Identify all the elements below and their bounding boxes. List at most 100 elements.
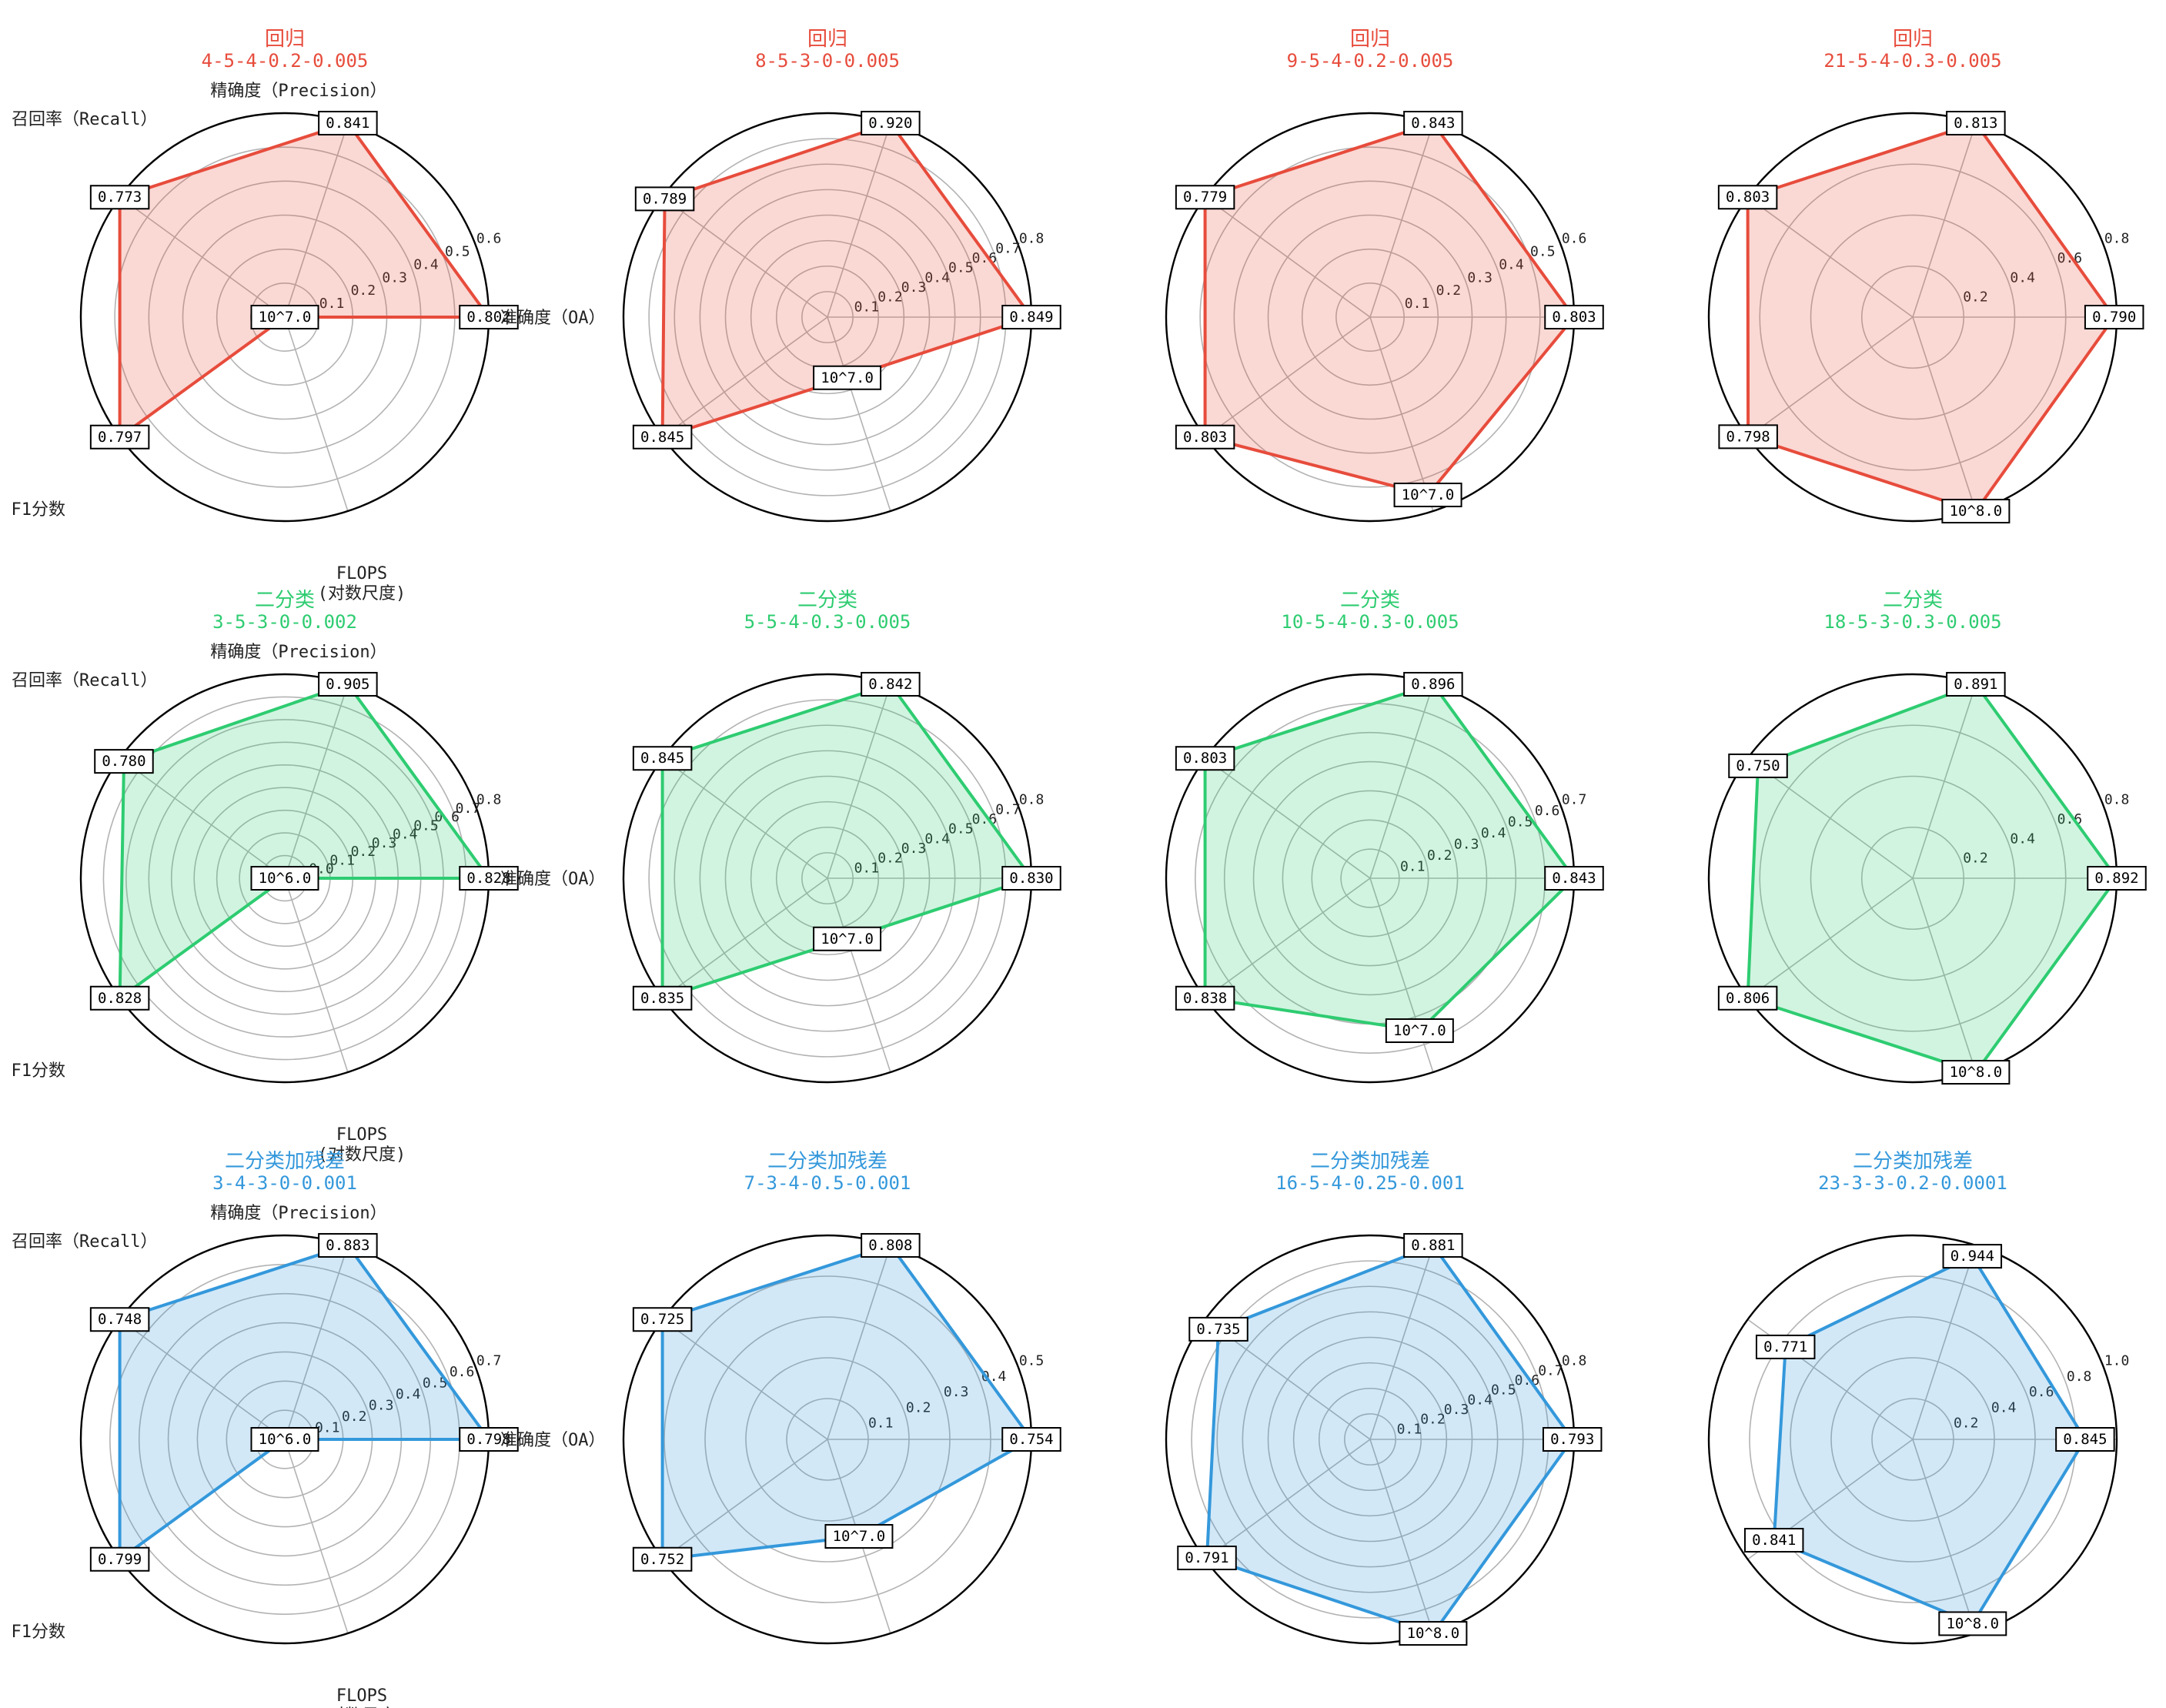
radial-tick-label: 0.8 bbox=[1019, 231, 1045, 247]
value-label-box bbox=[632, 985, 693, 1011]
series-fill bbox=[1747, 684, 2117, 1072]
spoke-f1 bbox=[662, 1439, 828, 1560]
value-label-text: 0.773 bbox=[98, 189, 142, 206]
value-label-flops: 10^7.0 bbox=[250, 305, 319, 329]
value-label-flops: 10^7.0 bbox=[824, 1524, 894, 1549]
value-label-text: 10^8.0 bbox=[1950, 1064, 2003, 1081]
value-label-text: 10^7.0 bbox=[833, 1528, 886, 1545]
radial-tick-label: 0.3 bbox=[901, 279, 927, 296]
value-label-flops: 10^8.0 bbox=[1938, 1611, 2007, 1636]
spoke-flops bbox=[284, 316, 349, 512]
radial-tick-label: 0.5 bbox=[948, 260, 974, 276]
value-label-box bbox=[318, 110, 378, 135]
value-label-box bbox=[1717, 185, 1778, 210]
axis-label-flops: (对数尺度) bbox=[318, 1145, 406, 1165]
value-label-recall: 0.789 bbox=[634, 186, 695, 212]
spoke-recall bbox=[119, 196, 286, 318]
spoke-precision bbox=[1369, 122, 1434, 318]
spoke-precision bbox=[1369, 684, 1434, 879]
radial-tick-label: 0.8 bbox=[476, 792, 502, 808]
radial-tick-label: 0.4 bbox=[413, 256, 439, 272]
value-label-box bbox=[1755, 1334, 1816, 1359]
value-label-box bbox=[89, 424, 150, 450]
value-label-flops: 10^6.0 bbox=[250, 1427, 319, 1452]
value-label-flops: 10^8.0 bbox=[1399, 1621, 1468, 1646]
axis-label-oa: 准确度（OA） bbox=[500, 309, 606, 328]
value-label-text: 0.789 bbox=[643, 190, 687, 207]
value-label-box bbox=[813, 926, 882, 951]
series-fill bbox=[1747, 123, 2114, 511]
value-label-box bbox=[1743, 1527, 1804, 1553]
value-label-recall: 0.803 bbox=[1175, 746, 1235, 771]
value-label-text: 0.813 bbox=[1954, 115, 1997, 132]
spoke-flops bbox=[827, 316, 891, 512]
series-line bbox=[1203, 682, 1576, 1033]
value-label-box bbox=[459, 1427, 519, 1452]
value-label-text: 0.896 bbox=[1411, 676, 1455, 693]
series-line bbox=[1772, 1254, 2087, 1626]
radar-chart-9: 0.10.20.30.40.50.60.7 0.798 0.883 0.748 0.79… bbox=[12, 1150, 606, 1708]
chart-title: 回归 bbox=[1893, 28, 1933, 51]
radial-tick-label: 0.4 bbox=[924, 269, 950, 286]
value-label-text: 0.845 bbox=[2063, 1431, 2107, 1448]
value-label-precision: 0.842 bbox=[861, 671, 921, 697]
series-fill bbox=[1205, 684, 1574, 1031]
series-fill bbox=[1773, 1256, 2085, 1624]
value-label-box bbox=[1941, 499, 2011, 524]
value-label-text: 0.771 bbox=[1763, 1339, 1807, 1355]
value-label-precision: 0.944 bbox=[1942, 1244, 2003, 1269]
value-label-text: 0.725 bbox=[640, 1311, 684, 1328]
radial-tick-label: 0.6 bbox=[1535, 803, 1560, 819]
value-label-f1: 0.799 bbox=[89, 1546, 150, 1572]
radial-tick-label: 0.8 bbox=[2067, 1369, 2092, 1385]
chart-subtitle: 3-4-3-0-0.001 bbox=[212, 1172, 357, 1194]
axis-label-flops: FLOPS bbox=[336, 1686, 387, 1706]
axis-label-f1: F1分数 bbox=[12, 500, 66, 520]
value-label-recall: 0.773 bbox=[89, 185, 150, 210]
spoke-recall bbox=[119, 1319, 286, 1440]
value-label-box bbox=[632, 424, 693, 450]
chart-title: 二分类加残差 bbox=[1853, 1150, 1973, 1173]
value-label-box bbox=[632, 1307, 693, 1332]
axis-label-oa: 准确度（OA） bbox=[500, 870, 606, 889]
radial-tick-label: 0.1 bbox=[854, 860, 880, 876]
spoke-flops bbox=[1369, 316, 1434, 512]
spoke-precision bbox=[1369, 1245, 1434, 1440]
chart-title: 回归 bbox=[1350, 28, 1390, 51]
spoke-precision bbox=[827, 684, 891, 879]
axis-label-recall: 召回率（Recall） bbox=[12, 671, 157, 690]
value-label-text: 0.754 bbox=[1009, 1431, 1053, 1448]
value-label-text: 10^8.0 bbox=[1407, 1625, 1460, 1642]
radial-tick-label: 0.6 bbox=[450, 1364, 475, 1380]
radial-tick-label: 0.3 bbox=[944, 1384, 969, 1400]
value-label-recall: 0.750 bbox=[1728, 753, 1788, 778]
axis-label-precision: 精确度（Precision） bbox=[210, 643, 386, 662]
value-label-box bbox=[1544, 866, 1604, 891]
radar-chart-12: 0.2 0.4 0.6 0.8 1.0 0.845 0.944 0.771 0.841 10^8.… bbox=[1707, 1150, 2129, 1645]
radial-tick-label: 0.8 bbox=[1019, 792, 1045, 808]
chart-title: 二分类 bbox=[1883, 589, 1943, 612]
value-label-text: 0.791 bbox=[1185, 1549, 1228, 1566]
value-label-text: 0.803 bbox=[1726, 189, 1770, 206]
value-label-box bbox=[1403, 671, 1463, 697]
value-label-text: 10^8.0 bbox=[1950, 503, 2003, 520]
chart-title: 二分类加残差 bbox=[767, 1150, 887, 1173]
chart-subtitle: 4-5-4-0.2-0.005 bbox=[202, 50, 369, 72]
value-label-text: 0.883 bbox=[326, 1237, 369, 1254]
value-label-f1: 0.838 bbox=[1175, 985, 1235, 1011]
value-label-box bbox=[634, 186, 695, 212]
axis-label-flops: FLOPS bbox=[336, 1125, 387, 1145]
value-label-precision: 0.920 bbox=[861, 110, 921, 135]
value-label-oa: 0.793 bbox=[1542, 1427, 1603, 1452]
value-label-text: 0.808 bbox=[868, 1237, 912, 1254]
value-label-box bbox=[89, 185, 150, 210]
radial-tick-label: 0.4 bbox=[396, 1386, 421, 1402]
value-label-box bbox=[1001, 866, 1061, 891]
radial-tick-label: 0.8 bbox=[2104, 792, 2130, 808]
spoke-f1 bbox=[1747, 316, 1914, 438]
radial-tick-label: 0.3 bbox=[1444, 1402, 1469, 1418]
radial-tick-label: 0.3 bbox=[901, 841, 927, 857]
spoke-flops bbox=[827, 877, 891, 1073]
value-label-text: 10^7.0 bbox=[1393, 1022, 1446, 1039]
value-label-box bbox=[1177, 1546, 1237, 1571]
